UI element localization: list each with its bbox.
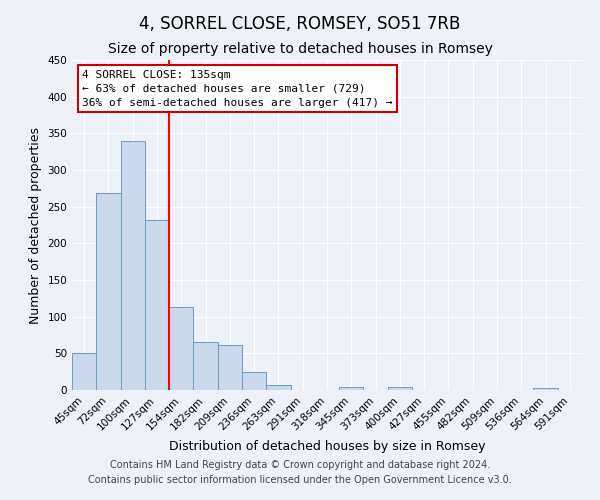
Text: Size of property relative to detached houses in Romsey: Size of property relative to detached ho… [107,42,493,56]
Bar [266,385,290,390]
Bar [218,344,242,390]
Bar [72,354,96,390]
Bar [193,342,218,390]
Text: 4 SORREL CLOSE: 135sqm
← 63% of detached houses are smaller (729)
36% of semi-de: 4 SORREL CLOSE: 135sqm ← 63% of detached… [82,70,392,108]
Bar [339,387,364,390]
Bar [145,220,169,390]
Bar [169,307,193,390]
Text: Contains HM Land Registry data © Crown copyright and database right 2024.
Contai: Contains HM Land Registry data © Crown c… [88,460,512,485]
Bar [533,388,558,390]
Bar [96,194,121,390]
Text: 4, SORREL CLOSE, ROMSEY, SO51 7RB: 4, SORREL CLOSE, ROMSEY, SO51 7RB [139,15,461,33]
Bar [388,387,412,390]
Bar [242,372,266,390]
X-axis label: Distribution of detached houses by size in Romsey: Distribution of detached houses by size … [169,440,485,453]
Y-axis label: Number of detached properties: Number of detached properties [29,126,42,324]
Bar [121,140,145,390]
